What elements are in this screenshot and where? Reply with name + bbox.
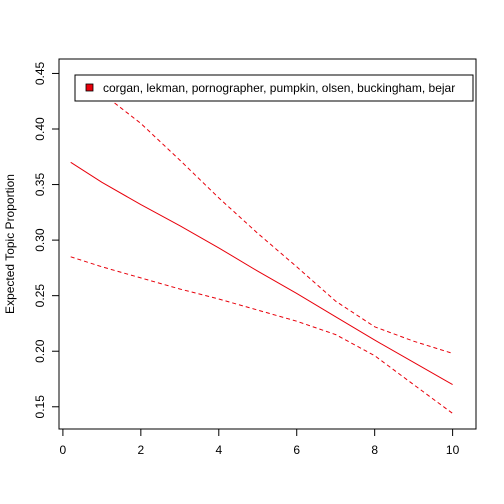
x-tick-label: 6 — [293, 443, 300, 457]
series-line-2 — [70, 256, 453, 414]
y-tick-label: 0.15 — [33, 395, 47, 419]
x-tick-label: 0 — [60, 443, 67, 457]
legend-entry-label: corgan, lekman, pornographer, pumpkin, o… — [103, 81, 455, 95]
y-tick-label: 0.20 — [33, 339, 47, 363]
legend-box — [74, 74, 474, 102]
series-layer — [70, 89, 453, 414]
y-axis: 0.15 0.20 0.25 0.30 0.35 0.40 0.45 — [33, 61, 60, 419]
legend: corgan, lekman, pornographer, pumpkin, o… — [74, 74, 474, 102]
series-line-1 — [97, 89, 453, 354]
y-tick-label: 0.30 — [33, 228, 47, 252]
x-tick-label: 4 — [215, 443, 222, 457]
y-tick-label: 0.35 — [33, 173, 47, 197]
x-axis: 0 2 4 6 8 10 — [60, 428, 460, 457]
x-tick-label: 10 — [446, 443, 460, 457]
legend-swatch — [85, 83, 94, 92]
plot-frame — [58, 58, 477, 430]
x-tick-label: 2 — [137, 443, 144, 457]
y-tick-label: 0.40 — [33, 117, 47, 141]
x-tick-label: 8 — [371, 443, 378, 457]
y-tick-label: 0.45 — [33, 61, 47, 85]
y-tick-label: 0.25 — [33, 284, 47, 308]
y-axis-title: Expected Topic Proportion — [3, 174, 17, 314]
series-line-0 — [70, 161, 453, 386]
